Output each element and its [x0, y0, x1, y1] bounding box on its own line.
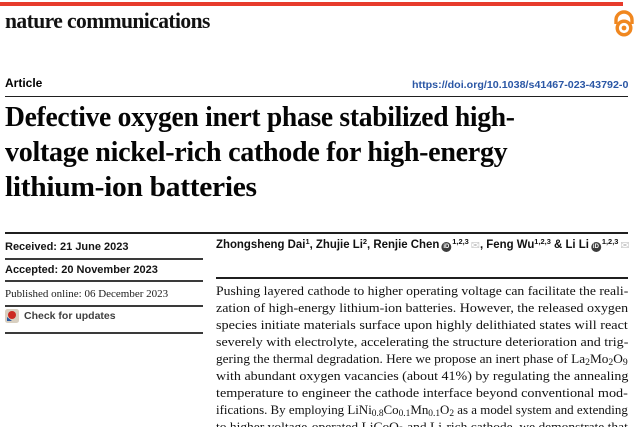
metadata-top-divider — [5, 232, 628, 234]
metadata-divider — [5, 332, 203, 334]
orcid-icon: iD — [590, 242, 601, 252]
abstract-line: gering the thermal degradation. Here we … — [216, 352, 628, 367]
abstract-line: zation of high-energy lithium-ion batter… — [216, 301, 629, 315]
received-date: Received: 21 June 2023 — [5, 241, 129, 253]
abstract-line: Pushing layered cathode to higher operat… — [216, 284, 629, 298]
title-line: lithium-ion batteries — [5, 172, 257, 203]
author-list: Zhongsheng Dai1, Zhujie Li2, Renjie Chen… — [216, 237, 630, 252]
article-type-label: Article — [5, 76, 43, 90]
metadata-divider — [5, 258, 203, 260]
abstract-line: ifications. By employing LiNi0.8Co0.1Mn0… — [216, 403, 628, 418]
journal-logo: nature communications — [5, 8, 210, 33]
metadata-divider — [5, 280, 203, 282]
crossmark-icon — [5, 309, 19, 323]
envelope-icon: ✉ — [470, 240, 480, 252]
accepted-date: Accepted: 20 November 2023 — [5, 264, 158, 276]
check-for-updates-label: Check for updates — [24, 310, 116, 322]
title-line: voltage nickel-rich cathode for high-ene… — [5, 137, 508, 168]
check-for-updates-badge[interactable]: Check for updates — [5, 309, 116, 323]
open-access-icon — [614, 10, 634, 37]
abstract-line: with abundant oxygen vacancies (about 41… — [216, 369, 629, 383]
published-date: Published online: 06 December 2023 — [5, 288, 169, 300]
abstract-line: severely with electrolyte, accelerating … — [216, 335, 629, 349]
doi-link[interactable]: https://doi.org/10.1038/s41467-023-43792… — [411, 79, 628, 91]
envelope-icon: ✉ — [620, 240, 630, 252]
metadata-divider — [5, 305, 203, 307]
abstract-paragraph: Pushing layered cathode to higher operat… — [216, 283, 628, 427]
article-title: Defective oxygen inert phase stabilized … — [5, 100, 523, 205]
authors-divider — [216, 277, 628, 279]
orcid-icon: iD — [441, 242, 452, 252]
top-accent-bar — [0, 2, 623, 6]
abstract-line: temperature to engineer the cathode inte… — [216, 386, 628, 400]
abstract-line: species initiate materials surface upon … — [216, 318, 628, 332]
header-divider — [5, 96, 628, 97]
abstract-line: to higher voltage-operated LiCoO2 and Li… — [216, 420, 628, 427]
title-line: Defective oxygen inert phase stabilized … — [5, 102, 515, 133]
